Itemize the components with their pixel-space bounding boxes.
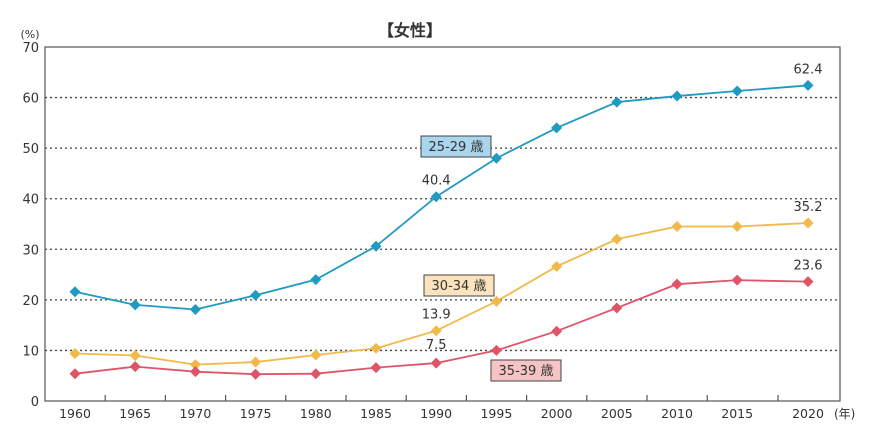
x-tick-label: 1960 bbox=[59, 406, 91, 421]
y-tick-label: 20 bbox=[22, 294, 39, 309]
plot-frame bbox=[44, 46, 841, 402]
y-axis-unit: (%) bbox=[20, 28, 39, 41]
data-label: 13.9 bbox=[422, 308, 451, 323]
x-tick-label: 2015 bbox=[721, 406, 753, 421]
chart-title: 【女性】 bbox=[378, 21, 442, 40]
data-point bbox=[802, 79, 814, 91]
data-point bbox=[430, 357, 442, 369]
series-legend-label: 35-39 歳 bbox=[499, 364, 554, 379]
data-point bbox=[731, 221, 743, 233]
data-point bbox=[189, 303, 201, 315]
data-point bbox=[490, 295, 502, 307]
data-point bbox=[611, 302, 623, 314]
data-label: 23.6 bbox=[794, 259, 823, 274]
y-tick-label: 60 bbox=[22, 92, 39, 107]
data-point bbox=[129, 299, 141, 311]
data-point bbox=[370, 342, 382, 354]
data-point bbox=[611, 96, 623, 108]
data-point bbox=[430, 325, 442, 337]
data-point bbox=[310, 368, 322, 380]
data-point bbox=[69, 347, 81, 359]
data-point bbox=[731, 85, 743, 97]
y-tick-label: 30 bbox=[22, 243, 39, 258]
series-legend-label: 30-34 歳 bbox=[432, 279, 487, 294]
y-tick-label: 0 bbox=[31, 395, 39, 410]
y-tick-label: 70 bbox=[22, 41, 39, 56]
data-point bbox=[671, 278, 683, 290]
data-point bbox=[250, 356, 262, 368]
x-tick-label: 1980 bbox=[300, 406, 332, 421]
data-point bbox=[430, 191, 442, 203]
x-tick-label: 1990 bbox=[420, 406, 452, 421]
data-point bbox=[611, 233, 623, 245]
y-tick-label: 40 bbox=[22, 193, 39, 208]
data-point bbox=[551, 325, 563, 337]
data-point bbox=[802, 276, 814, 288]
data-point bbox=[129, 361, 141, 373]
data-point bbox=[189, 366, 201, 378]
x-tick-label: 2020 bbox=[792, 406, 824, 421]
y-tick-label: 10 bbox=[22, 344, 39, 359]
data-point bbox=[490, 152, 502, 164]
data-point bbox=[490, 344, 502, 356]
data-point bbox=[310, 349, 322, 361]
data-point bbox=[69, 368, 81, 380]
x-tick-label: 1995 bbox=[480, 406, 512, 421]
series-legend-box bbox=[423, 274, 495, 297]
x-tick-label: 1985 bbox=[360, 406, 392, 421]
x-tick-label: 1970 bbox=[179, 406, 211, 421]
x-axis-unit: (年) bbox=[834, 407, 855, 421]
data-point bbox=[69, 286, 81, 298]
x-tick-label: 2000 bbox=[541, 406, 573, 421]
x-tick-label: 2005 bbox=[601, 406, 633, 421]
series-legend-box bbox=[420, 135, 492, 158]
data-point bbox=[671, 221, 683, 233]
data-point bbox=[250, 289, 262, 301]
data-label: 62.4 bbox=[794, 62, 823, 77]
x-tick-label: 1965 bbox=[119, 406, 151, 421]
data-point bbox=[551, 260, 563, 272]
data-label: 40.4 bbox=[422, 174, 451, 189]
data-point bbox=[551, 122, 563, 134]
data-point bbox=[310, 274, 322, 286]
data-point bbox=[671, 90, 683, 102]
x-tick-label: 1975 bbox=[240, 406, 272, 421]
data-point bbox=[370, 240, 382, 252]
data-point bbox=[370, 362, 382, 374]
data-point bbox=[250, 368, 262, 380]
data-point bbox=[802, 217, 814, 229]
data-point bbox=[731, 274, 743, 286]
x-tick-label: 2010 bbox=[661, 406, 693, 421]
data-label: 35.2 bbox=[794, 200, 823, 215]
series-legend-box bbox=[490, 359, 562, 382]
series-legend-label: 25-29 歳 bbox=[429, 140, 484, 155]
y-tick-label: 50 bbox=[22, 142, 39, 157]
data-point bbox=[129, 349, 141, 361]
data-point bbox=[189, 359, 201, 371]
data-label: 7.5 bbox=[426, 338, 447, 353]
